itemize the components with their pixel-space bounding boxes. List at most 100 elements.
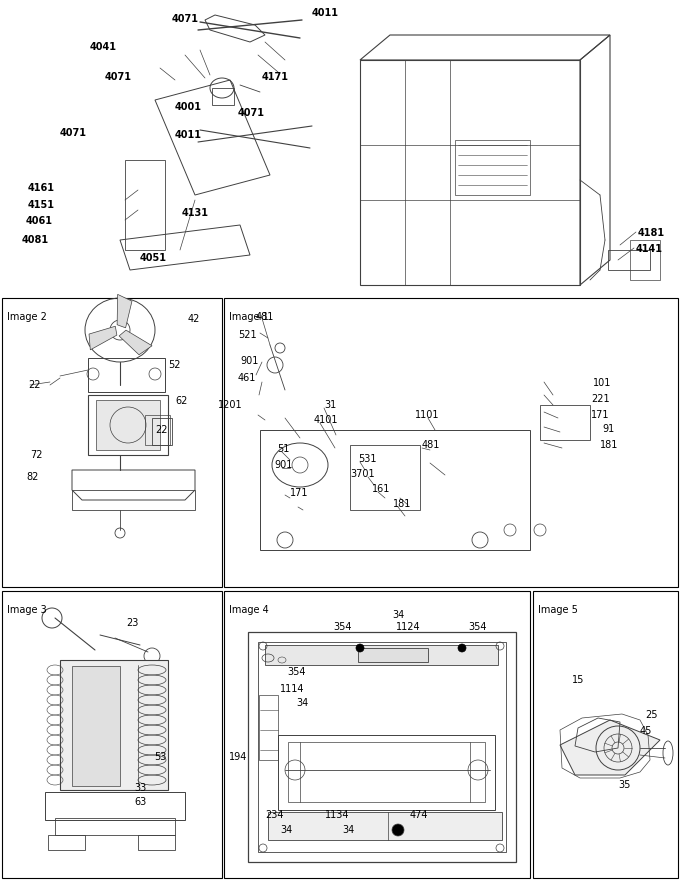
- Text: 4071: 4071: [105, 72, 132, 82]
- Bar: [55, 818, 175, 835]
- Polygon shape: [560, 720, 660, 775]
- Bar: [533, 591, 678, 878]
- Bar: [212, 88, 234, 105]
- Text: 181: 181: [393, 499, 411, 509]
- Text: 4061: 4061: [26, 216, 53, 226]
- Text: 91: 91: [602, 424, 614, 434]
- Text: 51: 51: [277, 444, 290, 454]
- Text: 45: 45: [640, 726, 652, 736]
- Text: 4171: 4171: [262, 72, 289, 82]
- Text: 53: 53: [154, 752, 167, 762]
- Text: Image 1: Image 1: [229, 312, 269, 322]
- Text: 354: 354: [287, 667, 305, 677]
- Text: 461: 461: [238, 373, 256, 383]
- Bar: [278, 735, 495, 810]
- Text: 901: 901: [240, 356, 258, 366]
- Text: 25: 25: [645, 710, 658, 720]
- Text: 4071: 4071: [238, 108, 265, 118]
- Bar: [125, 160, 165, 250]
- Bar: [2, 298, 222, 587]
- Text: 4001: 4001: [175, 102, 202, 112]
- Text: 4151: 4151: [28, 200, 55, 210]
- Bar: [350, 445, 420, 510]
- Text: Image 4: Image 4: [229, 605, 269, 615]
- Text: 33: 33: [134, 783, 146, 793]
- Text: 34: 34: [342, 825, 354, 835]
- Bar: [258, 642, 506, 852]
- Text: 3701: 3701: [350, 469, 375, 479]
- Text: 181: 181: [600, 440, 618, 450]
- Text: 4011: 4011: [175, 130, 202, 140]
- Bar: [48, 835, 85, 850]
- Bar: [288, 742, 485, 802]
- Text: 4071: 4071: [172, 14, 199, 24]
- Text: 171: 171: [591, 410, 609, 420]
- Bar: [224, 591, 530, 878]
- Bar: [540, 405, 590, 440]
- Text: 72: 72: [30, 450, 42, 460]
- Ellipse shape: [392, 824, 404, 836]
- Text: 4131: 4131: [182, 208, 209, 218]
- Text: 4011: 4011: [312, 8, 339, 18]
- Text: 194: 194: [229, 752, 248, 762]
- Text: 22: 22: [28, 380, 41, 390]
- Bar: [138, 835, 175, 850]
- Text: 1201: 1201: [218, 400, 243, 410]
- Text: 1101: 1101: [415, 410, 439, 420]
- Bar: [152, 418, 172, 445]
- Text: 63: 63: [134, 797, 146, 807]
- Text: 4081: 4081: [22, 235, 49, 245]
- Text: 171: 171: [290, 488, 309, 498]
- Text: 481: 481: [256, 312, 274, 322]
- Text: Image 5: Image 5: [538, 605, 578, 615]
- Text: 4181: 4181: [638, 228, 665, 238]
- Text: 1114: 1114: [280, 684, 305, 694]
- Bar: [88, 395, 168, 455]
- Text: 34: 34: [392, 610, 404, 620]
- Bar: [358, 648, 428, 662]
- Text: 4161: 4161: [28, 183, 55, 193]
- Text: 101: 101: [593, 378, 611, 388]
- Text: 34: 34: [280, 825, 292, 835]
- Text: 354: 354: [333, 622, 352, 632]
- Text: 234: 234: [265, 810, 284, 820]
- Bar: [45, 792, 185, 820]
- Bar: [72, 666, 120, 786]
- Bar: [60, 660, 168, 790]
- Polygon shape: [89, 326, 117, 350]
- Text: 42: 42: [188, 314, 201, 324]
- Bar: [265, 645, 498, 665]
- Bar: [88, 358, 165, 392]
- Bar: [72, 490, 195, 510]
- Bar: [260, 430, 530, 550]
- Text: 62: 62: [175, 396, 188, 406]
- Text: Image 3: Image 3: [7, 605, 47, 615]
- Polygon shape: [117, 294, 132, 328]
- Text: 34: 34: [296, 698, 308, 708]
- Text: 161: 161: [372, 484, 390, 494]
- Text: 1124: 1124: [396, 622, 421, 632]
- Text: 4041: 4041: [90, 42, 117, 52]
- Bar: [145, 415, 170, 445]
- Text: 35: 35: [618, 780, 630, 790]
- Text: 531: 531: [358, 454, 377, 464]
- Text: 1134: 1134: [325, 810, 350, 820]
- Text: 31: 31: [324, 400, 336, 410]
- Text: Image 2: Image 2: [7, 312, 47, 322]
- Text: 15: 15: [572, 675, 584, 685]
- Bar: [96, 400, 160, 450]
- Text: 4071: 4071: [60, 128, 87, 138]
- Text: 4141: 4141: [636, 244, 663, 254]
- Text: 23: 23: [126, 618, 138, 628]
- Text: 22: 22: [155, 425, 167, 435]
- Bar: [248, 632, 516, 862]
- Bar: [224, 298, 678, 587]
- Bar: [630, 240, 660, 280]
- Bar: [268, 812, 502, 840]
- Text: 901: 901: [274, 460, 292, 470]
- Polygon shape: [119, 330, 152, 355]
- Bar: [2, 591, 222, 878]
- Bar: [608, 250, 650, 270]
- Text: 221: 221: [591, 394, 610, 404]
- Text: 474: 474: [410, 810, 428, 820]
